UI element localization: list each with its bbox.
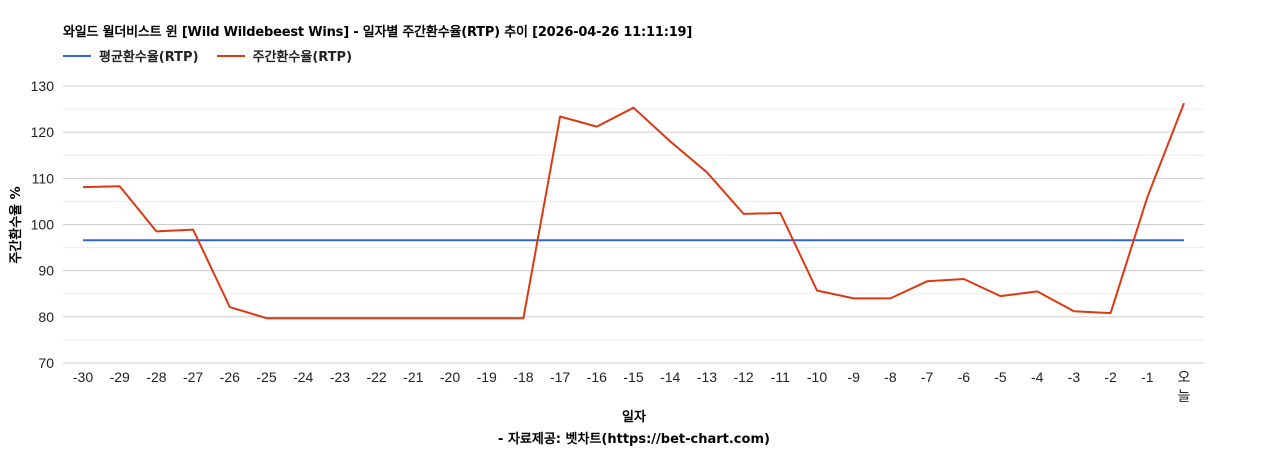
legend-label-average: 평균환수율(RTP) — [99, 50, 199, 65]
x-tick-label: -18 — [513, 369, 533, 385]
chart-title: 와일드 윌더비스트 윈 [Wild Wildebeest Wins] - 일자별… — [63, 25, 693, 40]
x-tick-label: -17 — [550, 369, 570, 385]
x-tick-label: -14 — [660, 369, 680, 385]
x-tick-label: -12 — [733, 369, 753, 385]
x-tick-label: -23 — [330, 369, 350, 385]
x-tick-label: -10 — [807, 369, 827, 385]
x-tick-label: 늘 — [1178, 388, 1191, 404]
x-tick-label: -22 — [366, 369, 386, 385]
x-tick-label: -11 — [771, 369, 790, 385]
x-tick-label: -29 — [110, 369, 130, 385]
x-tick-label: -24 — [293, 369, 313, 385]
x-tick-label: -25 — [256, 369, 276, 385]
y-axis-title: 주간환수율 % — [8, 186, 24, 263]
x-tick-label: -21 — [403, 369, 423, 385]
x-tick-label: -5 — [994, 369, 1007, 385]
y-tick-label: 110 — [32, 170, 55, 186]
x-tick-label: -8 — [884, 369, 897, 385]
x-tick-label: -2 — [1104, 369, 1117, 385]
x-tick-label: -30 — [73, 369, 93, 385]
x-tick-label: -27 — [183, 369, 203, 385]
series-lines — [82, 102, 1185, 320]
x-tick-label: -20 — [440, 369, 460, 385]
x-tick-label: -6 — [958, 369, 971, 385]
y-tick-label: 70 — [38, 355, 54, 371]
series-weekly-rtp[interactable] — [82, 102, 1185, 320]
legend-item-weekly[interactable]: 주간환수율(RTP) — [216, 46, 353, 65]
x-tick-label: -26 — [220, 369, 240, 385]
x-axis-title: 일자 — [622, 410, 646, 425]
x-tick-label: -19 — [477, 369, 497, 385]
y-tick-label: 80 — [38, 309, 54, 325]
x-tick-label: -9 — [847, 369, 860, 385]
x-tick-label: -3 — [1068, 369, 1081, 385]
x-tick-label: -1 — [1141, 369, 1154, 385]
gridlines — [63, 85, 1204, 364]
x-tick-label: -15 — [623, 369, 643, 385]
x-tick-label: -4 — [1031, 369, 1044, 385]
y-tick-label: 130 — [31, 78, 55, 94]
x-tick-label: -16 — [587, 369, 607, 385]
legend-swatch-average — [63, 54, 91, 57]
x-axis-ticks: -30 -29 -28 -27 -26 -25 -24 -23 -22 -21 -20 -19 -18 -… — [73, 369, 1191, 404]
y-tick-label: 90 — [38, 263, 54, 279]
legend: 평균환수율(RTP) 주간환수율(RTP) — [63, 46, 370, 65]
source-credit: - 자료제공: 벳차트(https://bet-chart.com) — [498, 432, 770, 447]
legend-label-weekly: 주간환수율(RTP) — [252, 50, 353, 65]
y-tick-label: 100 — [31, 217, 55, 233]
y-tick-label: 120 — [31, 124, 55, 140]
legend-item-average[interactable]: 평균환수율(RTP) — [63, 46, 199, 65]
y-axis-ticks: 70 80 90 100 110 120 130 — [31, 78, 55, 371]
x-tick-label: -13 — [697, 369, 717, 385]
legend-swatch-weekly — [216, 54, 245, 57]
x-tick-label: -28 — [146, 369, 166, 385]
x-tick-label: 오 — [1178, 369, 1191, 385]
x-tick-label: -7 — [921, 369, 934, 385]
